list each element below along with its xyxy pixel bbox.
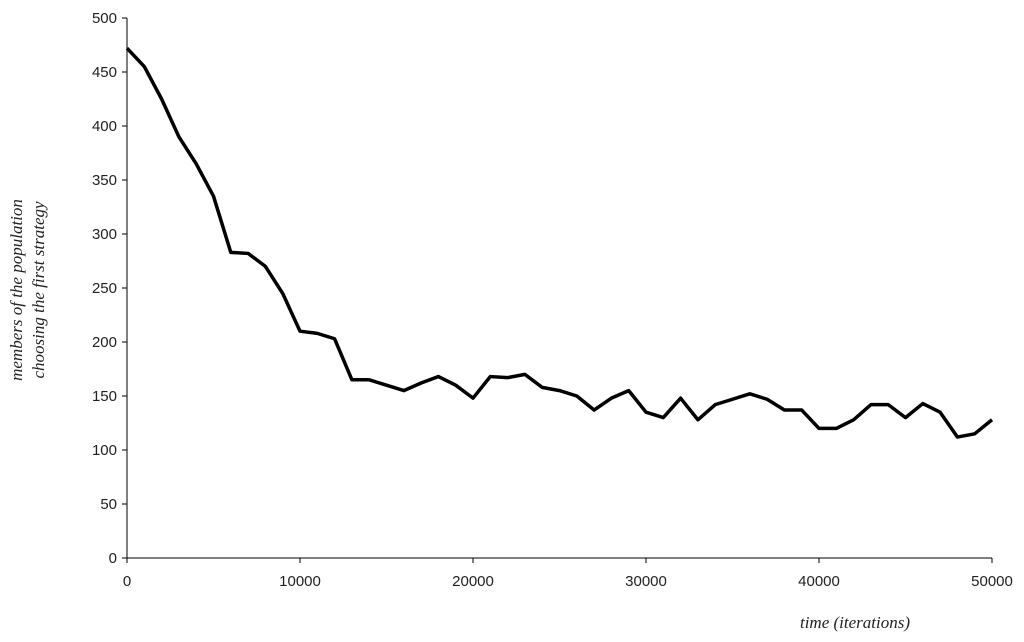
y-axis-label: members of the population choosing the f… [7, 199, 48, 381]
y-tick-label: 350 [92, 172, 117, 189]
y-axis-label-line: members of the population [7, 199, 26, 381]
y-tick-label: 50 [100, 496, 117, 513]
y-tick-label: 300 [92, 226, 117, 243]
y-tick-label: 400 [92, 118, 117, 135]
x-tick-label: 10000 [279, 573, 321, 590]
y-tick-label: 450 [92, 64, 117, 81]
y-tick-label: 500 [92, 10, 117, 27]
y-tick-label: 150 [92, 388, 117, 405]
y-tick-label: 250 [92, 280, 117, 297]
y-axis-label-line: choosing the first strategy [29, 201, 48, 379]
y-tick-label: 100 [92, 442, 117, 459]
y-tick-label: 200 [92, 334, 117, 351]
x-axis-label: time (iterations) [800, 613, 910, 632]
x-tick-label: 20000 [452, 573, 494, 590]
y-tick-label: 0 [109, 550, 117, 567]
x-tick-label: 50000 [971, 573, 1013, 590]
x-tick-label: 40000 [798, 573, 840, 590]
data-line [125, 47, 994, 439]
x-tick-label: 30000 [625, 573, 667, 590]
x-tick-label: 0 [123, 573, 131, 590]
